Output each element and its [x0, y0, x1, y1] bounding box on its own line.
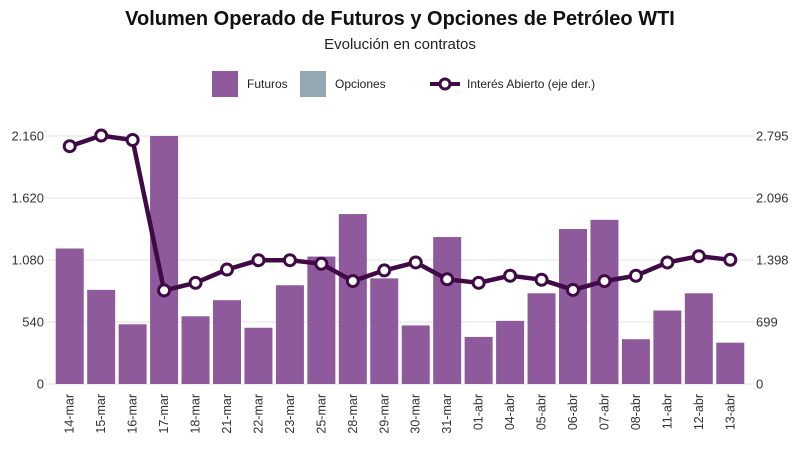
x-tick-label: 15-mar — [94, 394, 108, 434]
x-tick-label: 25-mar — [314, 394, 328, 434]
chart-subtitle: Evolución en contratos — [324, 36, 476, 53]
legend-label-interes: Interés Abierto (eje der.) — [467, 77, 595, 91]
point-interes-25-mar — [314, 256, 329, 271]
bar-futuros-08-abr — [621, 339, 650, 384]
point-interes-07-abr — [597, 274, 612, 289]
x-tick-label: 14-mar — [63, 394, 77, 434]
point-interes-23-mar — [282, 253, 297, 268]
chart-title: Volumen Operado de Futuros y Opciones de… — [125, 8, 675, 30]
x-tick-label: 05-abr — [535, 394, 549, 430]
y-right-axis: 0 699 1.398 2.096 2.795 — [756, 129, 789, 392]
bar-futuros-11-abr — [653, 310, 682, 384]
bar-futuros-06-abr — [559, 229, 587, 384]
point-interes-04-abr — [503, 268, 518, 283]
x-tick-label: 16-mar — [126, 394, 140, 434]
x-tick-label: 11-abr — [660, 394, 674, 429]
x-tick-label: 30-mar — [409, 394, 423, 434]
y-right-tick-label: 2.096 — [756, 191, 789, 206]
point-interes-11-abr — [660, 255, 675, 270]
point-interes-21-mar — [220, 262, 234, 277]
legend-swatch-opciones — [300, 71, 326, 97]
point-interes-01-abr — [471, 275, 486, 290]
bar-futuros-07-abr — [590, 219, 619, 384]
y-left-tick-label: 0 — [37, 377, 44, 392]
point-interes-22-mar — [251, 253, 266, 268]
point-interes-05-abr — [534, 272, 549, 287]
bar-futuros-22-mar — [244, 327, 273, 384]
y-left-tick-label: 2.160 — [11, 129, 44, 144]
point-interes-15-mar — [94, 128, 109, 143]
x-tick-label: 18-mar — [189, 394, 203, 434]
bar-futuros-21-mar — [213, 300, 241, 384]
y-left-tick-label: 1.080 — [11, 253, 44, 268]
x-tick-label: 28-mar — [346, 394, 360, 434]
y-right-tick-label: 1.398 — [756, 253, 789, 268]
bar-futuros-23-mar — [275, 285, 304, 384]
bar-futuros-04-abr — [496, 320, 525, 384]
point-interes-30-mar — [408, 255, 423, 270]
point-interes-29-mar — [377, 263, 392, 278]
x-tick-label: 13-abr — [723, 394, 737, 430]
x-tick-label: 31-mar — [440, 394, 454, 434]
x-tick-label: 17-mar — [157, 394, 171, 434]
point-interes-14-mar — [62, 139, 77, 154]
point-interes-18-mar — [188, 275, 203, 290]
point-interes-08-abr — [628, 268, 643, 283]
legend-label-futuros: Futuros — [247, 77, 288, 91]
legend-marker-interes — [438, 77, 452, 91]
point-interes-16-mar — [125, 132, 140, 147]
bar-futuros-12-abr — [684, 293, 713, 384]
bar-futuros-28-mar — [338, 214, 367, 384]
legend: Futuros Opciones Interés Abierto (eje de… — [212, 71, 595, 97]
x-tick-label: 23-mar — [283, 394, 297, 434]
x-tick-label: 06-abr — [566, 394, 580, 430]
bar-futuros-15-mar — [87, 289, 116, 384]
point-interes-28-mar — [345, 274, 360, 289]
x-axis: 14-mar 15-mar 16-mar 17-mar 18-mar 21-mar 22-m… — [63, 394, 738, 434]
y-right-tick-label: 2.795 — [756, 129, 789, 144]
point-interes-31-mar — [440, 272, 455, 287]
bar-futuros-31-mar — [433, 237, 462, 384]
point-interes-06-abr — [566, 282, 580, 297]
x-tick-label: 04-abr — [503, 394, 517, 430]
bar-futuros-25-mar — [307, 256, 336, 384]
line-layer — [62, 128, 738, 298]
point-interes-13-abr — [723, 252, 738, 267]
line-interes-abierto — [68, 133, 731, 293]
x-tick-label: 01-abr — [472, 394, 486, 430]
bar-futuros-14-mar — [55, 248, 84, 384]
bar-futuros-17-mar — [150, 136, 179, 384]
y-left-tick-label: 540 — [22, 315, 44, 330]
y-left-tick-label: 1.620 — [11, 191, 44, 206]
bar-futuros-05-abr — [527, 293, 556, 384]
point-interes-12-abr — [691, 249, 706, 264]
y-right-tick-label: 0 — [756, 377, 763, 392]
y-right-tick-label: 699 — [756, 315, 778, 330]
x-tick-label: 12-abr — [692, 394, 706, 430]
bar-futuros-18-mar — [181, 316, 210, 384]
bar-futuros-29-mar — [370, 278, 399, 384]
x-tick-label: 22-mar — [251, 394, 265, 434]
bars — [55, 136, 745, 384]
bar-futuros-30-mar — [401, 325, 430, 384]
y-left-axis: 0 540 1.080 1.620 2.160 — [11, 129, 44, 392]
x-tick-label: 08-abr — [629, 394, 643, 430]
x-tick-label: 07-abr — [597, 394, 611, 430]
bar-futuros-16-mar — [118, 324, 147, 384]
bar-futuros-01-abr — [464, 336, 493, 384]
point-interes-17-mar — [157, 283, 172, 298]
legend-swatch-futuros — [212, 71, 238, 97]
legend-label-opciones: Opciones — [335, 77, 386, 91]
x-tick-label: 21-mar — [220, 394, 234, 434]
bar-futuros-13-abr — [716, 342, 745, 384]
x-tick-label: 29-mar — [377, 394, 391, 434]
